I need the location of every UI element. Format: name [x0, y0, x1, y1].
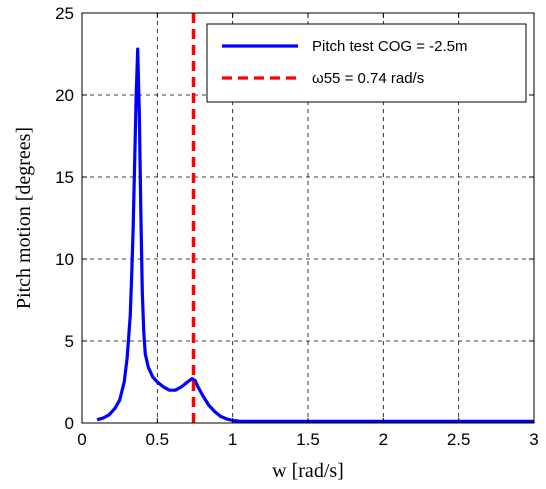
y-tick-label: 25 — [55, 4, 74, 23]
y-tick-label: 10 — [55, 250, 74, 269]
x-tick-label: 1.5 — [296, 430, 320, 449]
x-tick-label: 0 — [77, 430, 86, 449]
x-tick-label: 2 — [379, 430, 388, 449]
x-tick-label: 1 — [228, 430, 237, 449]
series-layer — [96, 13, 534, 423]
y-tick-label: 0 — [65, 414, 74, 433]
x-tick-label: 3 — [529, 430, 538, 449]
legend-label-omega55: ω55 = 0.74 rad/s — [312, 70, 424, 87]
x-tick-label: 2.5 — [447, 430, 471, 449]
axis-ticks: 0 0.5 1 1.5 2 2.5 3 0 5 10 15 20 25 — [55, 4, 539, 449]
legend-label-pitch-test: Pitch test COG = -2.5m — [312, 38, 467, 55]
y-tick-label: 15 — [55, 168, 74, 187]
y-tick-label: 20 — [55, 86, 74, 105]
y-tick-label: 5 — [65, 332, 74, 351]
series-line-pitch-test — [96, 47, 534, 423]
x-axis-label: w [rad/s] — [272, 460, 344, 482]
legend: Pitch test COG = -2.5m ω55 = 0.74 rad/s — [206, 23, 527, 103]
x-tick-label: 0.5 — [146, 430, 170, 449]
y-axis-label: Pitch motion [degrees] — [13, 127, 35, 309]
legend-box — [206, 23, 527, 103]
